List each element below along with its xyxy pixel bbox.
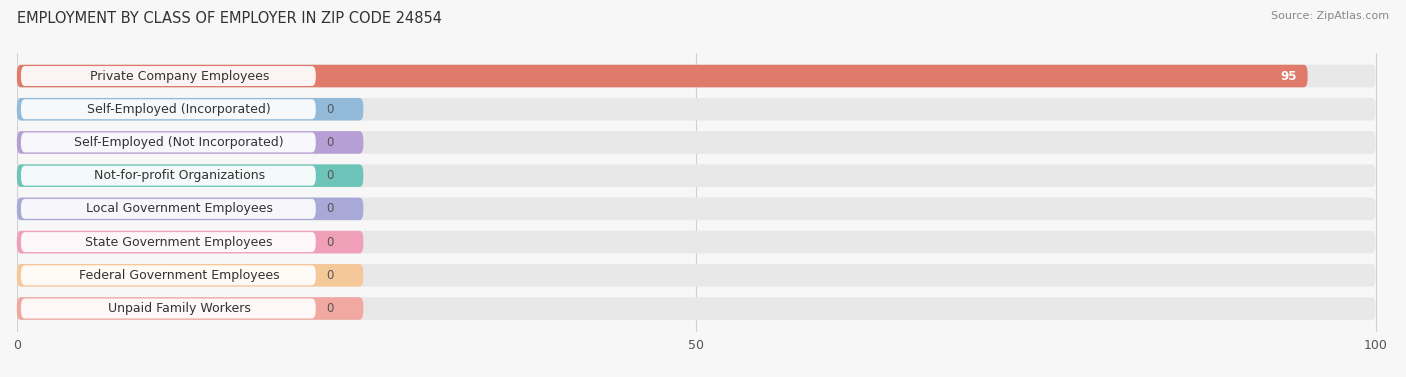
FancyBboxPatch shape (21, 299, 316, 319)
FancyBboxPatch shape (17, 131, 1375, 154)
FancyBboxPatch shape (17, 164, 363, 187)
FancyBboxPatch shape (21, 99, 316, 119)
Text: 0: 0 (326, 202, 335, 215)
Text: State Government Employees: State Government Employees (86, 236, 273, 248)
FancyBboxPatch shape (17, 98, 363, 121)
FancyBboxPatch shape (17, 231, 363, 253)
FancyBboxPatch shape (17, 65, 1308, 87)
FancyBboxPatch shape (21, 66, 316, 86)
Text: Self-Employed (Not Incorporated): Self-Employed (Not Incorporated) (75, 136, 284, 149)
Text: Local Government Employees: Local Government Employees (86, 202, 273, 215)
Text: 0: 0 (326, 103, 335, 116)
FancyBboxPatch shape (21, 132, 316, 152)
FancyBboxPatch shape (17, 131, 363, 154)
FancyBboxPatch shape (17, 98, 1375, 121)
Text: 0: 0 (326, 136, 335, 149)
FancyBboxPatch shape (17, 297, 1375, 320)
FancyBboxPatch shape (21, 166, 316, 185)
Text: 95: 95 (1281, 69, 1296, 83)
Text: Self-Employed (Incorporated): Self-Employed (Incorporated) (87, 103, 271, 116)
Text: Unpaid Family Workers: Unpaid Family Workers (108, 302, 250, 315)
Text: Not-for-profit Organizations: Not-for-profit Organizations (94, 169, 264, 182)
FancyBboxPatch shape (21, 199, 316, 219)
FancyBboxPatch shape (17, 198, 1375, 220)
FancyBboxPatch shape (17, 264, 1375, 287)
FancyBboxPatch shape (17, 297, 363, 320)
Text: EMPLOYMENT BY CLASS OF EMPLOYER IN ZIP CODE 24854: EMPLOYMENT BY CLASS OF EMPLOYER IN ZIP C… (17, 11, 441, 26)
Text: 0: 0 (326, 236, 335, 248)
FancyBboxPatch shape (17, 264, 363, 287)
FancyBboxPatch shape (17, 164, 1375, 187)
FancyBboxPatch shape (17, 198, 363, 220)
Text: 0: 0 (326, 269, 335, 282)
Text: 0: 0 (326, 169, 335, 182)
Text: Source: ZipAtlas.com: Source: ZipAtlas.com (1271, 11, 1389, 21)
FancyBboxPatch shape (21, 265, 316, 285)
Text: 0: 0 (326, 302, 335, 315)
Text: Federal Government Employees: Federal Government Employees (79, 269, 280, 282)
FancyBboxPatch shape (21, 232, 316, 252)
Text: Private Company Employees: Private Company Employees (90, 69, 269, 83)
FancyBboxPatch shape (17, 231, 1375, 253)
FancyBboxPatch shape (17, 65, 1375, 87)
